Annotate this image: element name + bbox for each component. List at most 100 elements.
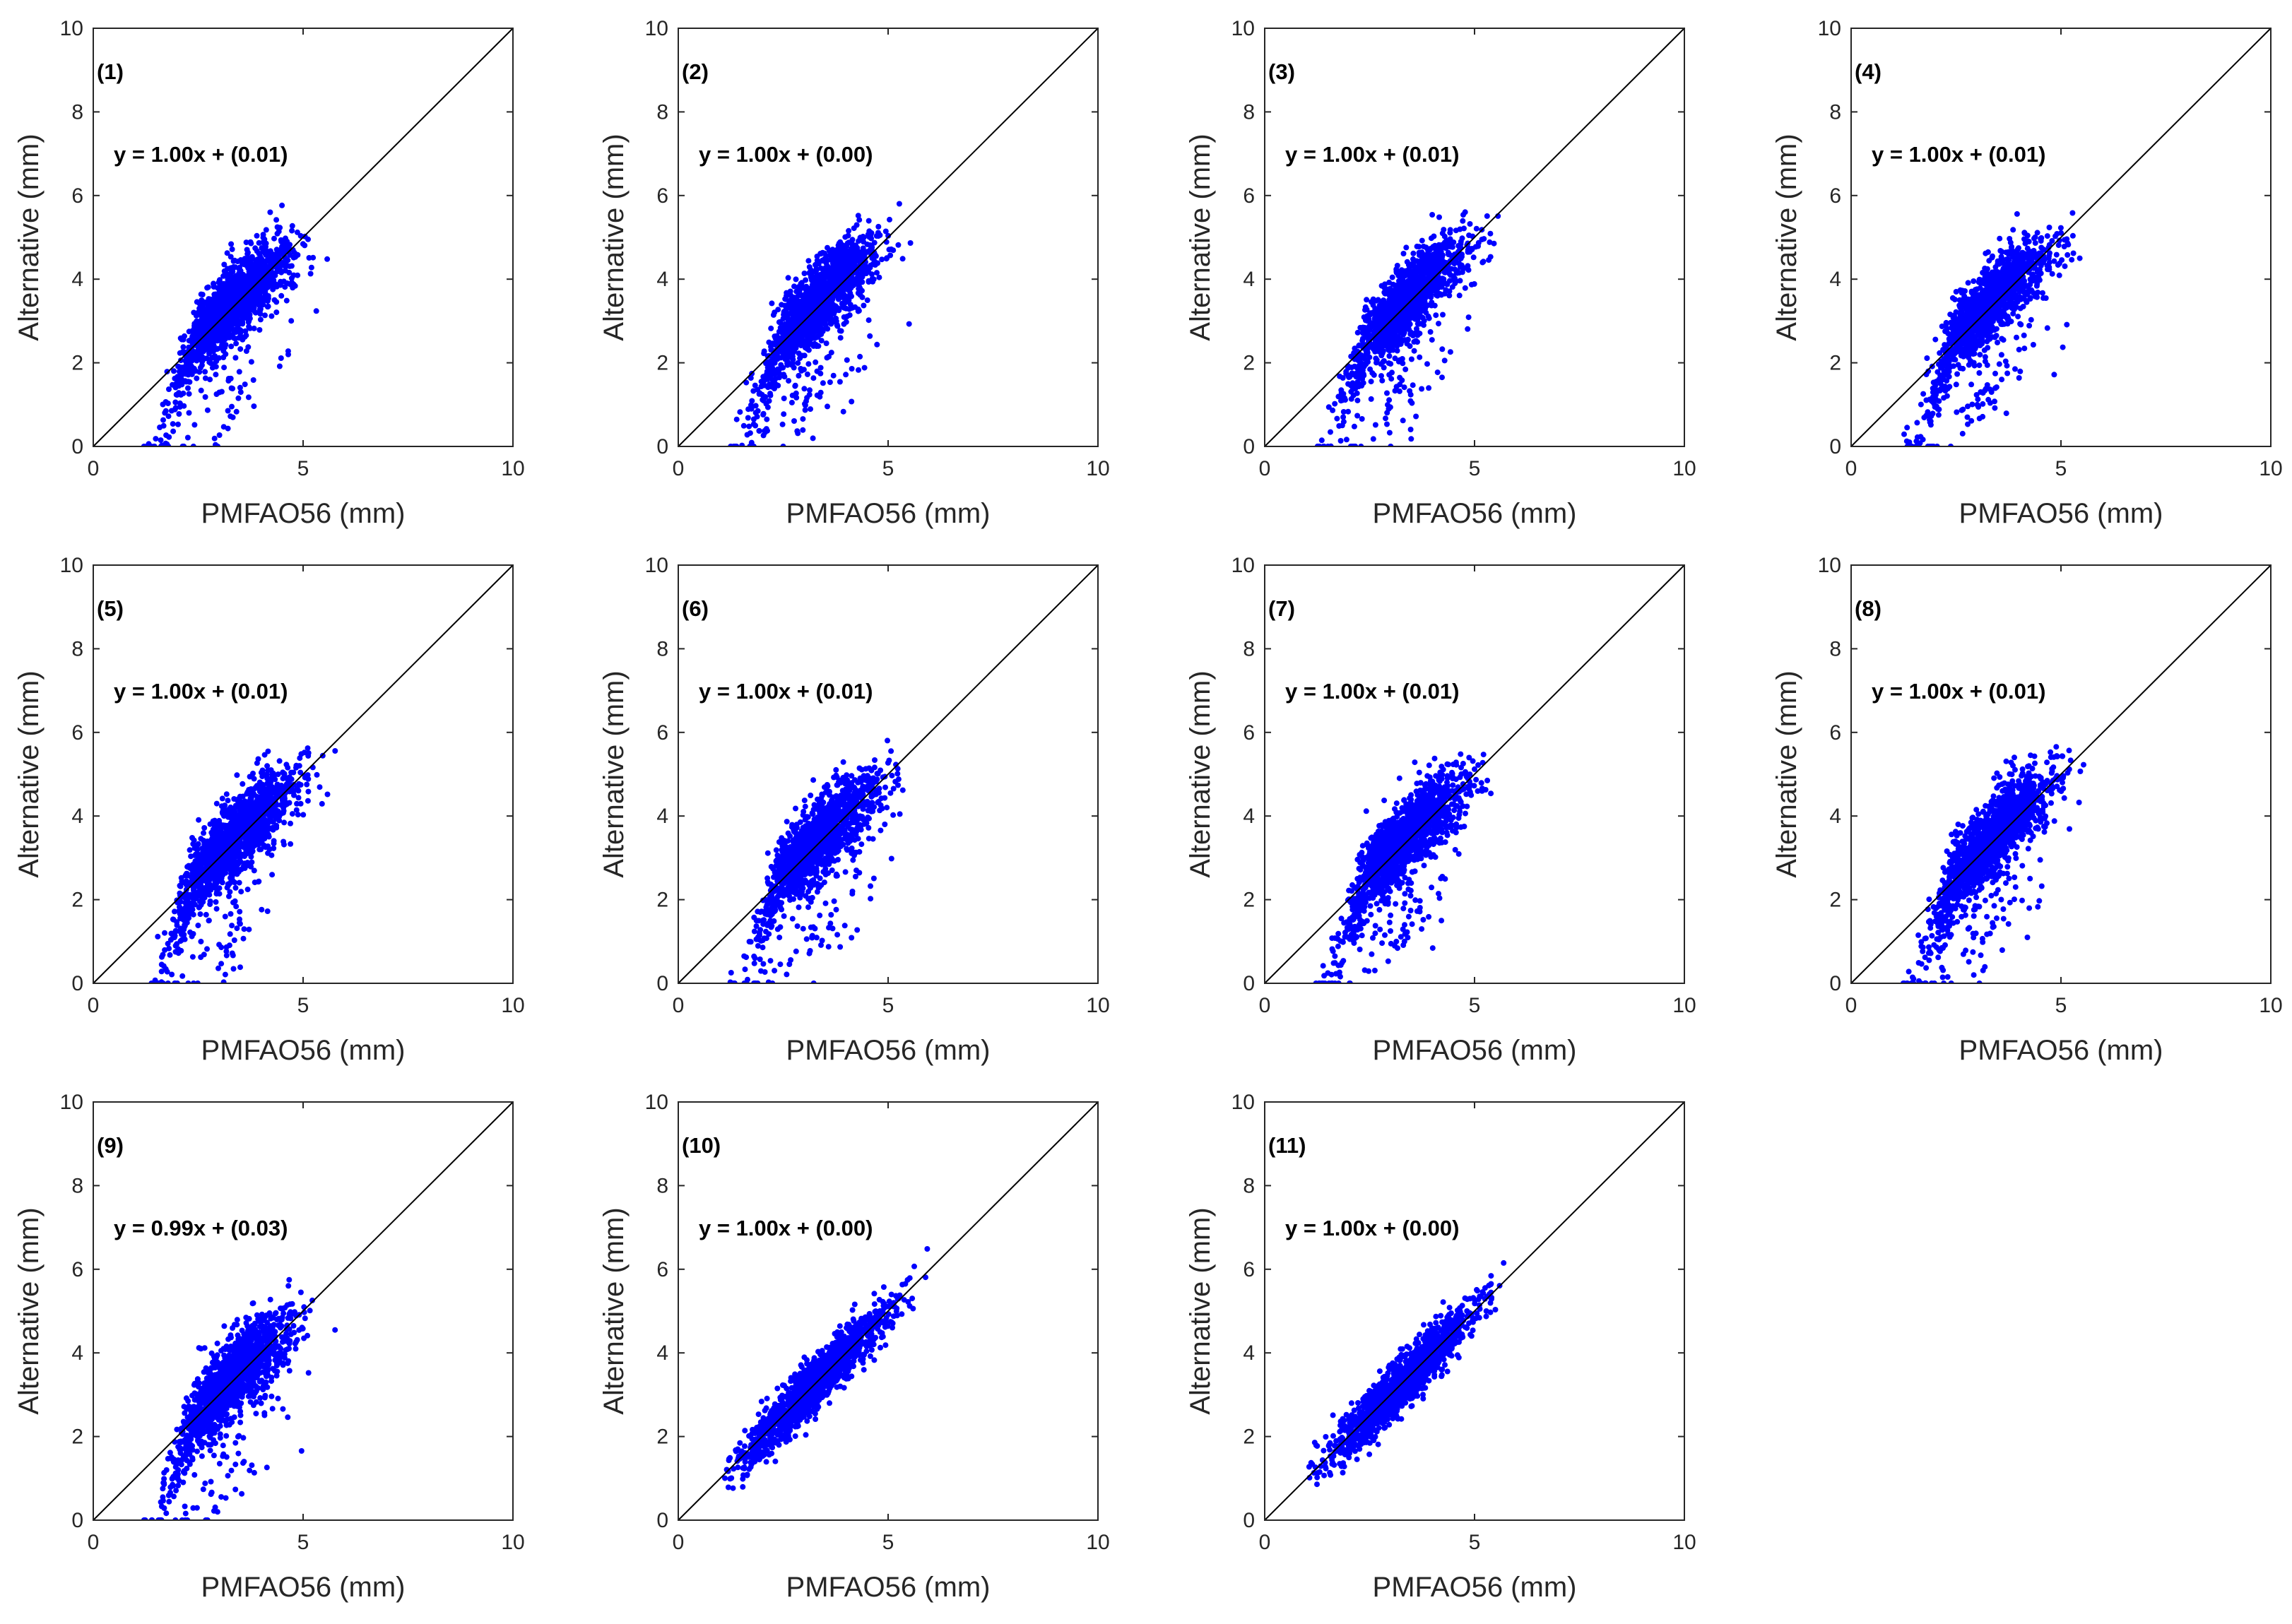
data-point (1393, 333, 1400, 339)
data-point (242, 286, 249, 292)
data-point (236, 369, 242, 375)
data-point (800, 326, 806, 333)
y-tick-label: 10 (1231, 17, 1255, 40)
data-point (175, 374, 181, 380)
data-point (744, 432, 750, 438)
data-point (1400, 251, 1407, 256)
data-point (1990, 253, 1995, 259)
data-point (810, 321, 816, 327)
data-point (1366, 332, 1372, 338)
data-point (270, 286, 276, 292)
data-point (1357, 374, 1363, 381)
data-point (801, 319, 808, 326)
data-point (834, 322, 840, 328)
data-point (264, 304, 271, 310)
data-point (1383, 331, 1389, 337)
data-point (204, 285, 211, 291)
data-point (243, 239, 249, 246)
data-point (1442, 269, 1448, 275)
data-point (815, 324, 821, 331)
data-point (279, 239, 285, 246)
data-point (788, 297, 794, 303)
data-point (1354, 329, 1361, 336)
data-point (861, 364, 868, 371)
data-point (164, 369, 170, 375)
data-point (1422, 305, 1428, 312)
data-point (264, 256, 271, 263)
data-point (197, 310, 203, 316)
data-point (182, 357, 189, 364)
data-point (218, 291, 225, 297)
data-point (849, 275, 856, 282)
data-point (170, 421, 176, 427)
data-point (278, 282, 283, 288)
y-axis-title: Alternative (mm) (598, 134, 630, 340)
data-point (205, 338, 211, 343)
data-point (783, 296, 789, 302)
data-point (831, 309, 837, 316)
data-point (1395, 318, 1401, 324)
data-point (186, 410, 192, 416)
y-tick-label: 2 (656, 352, 668, 375)
x-tick-label: 10 (1672, 457, 1696, 480)
data-point (242, 307, 248, 313)
data-point (899, 256, 906, 262)
data-point (822, 283, 829, 290)
data-point (836, 250, 842, 256)
data-point (1398, 269, 1403, 275)
data-point (178, 357, 184, 364)
data-point (805, 347, 812, 353)
data-point (761, 348, 767, 355)
data-point (810, 375, 817, 381)
data-point (1433, 312, 1439, 319)
data-point (1359, 383, 1365, 389)
data-point (817, 329, 823, 335)
data-point (1325, 404, 1332, 410)
data-point (177, 350, 183, 356)
data-point (806, 270, 813, 276)
data-point (879, 256, 885, 263)
data-point (769, 300, 775, 307)
data-point (1446, 292, 1453, 299)
data-point (864, 297, 870, 303)
data-point (310, 254, 317, 261)
data-point (1410, 333, 1416, 339)
data-point (238, 328, 244, 334)
data-point (1992, 398, 1997, 405)
y-tick-label: 2 (71, 352, 83, 375)
data-point (823, 304, 829, 310)
data-point (788, 362, 795, 368)
data-point (771, 370, 777, 377)
data-point (1401, 309, 1407, 316)
data-point (748, 375, 754, 381)
data-point (289, 227, 295, 234)
data-point (746, 423, 752, 429)
data-point (252, 274, 258, 280)
x-tick-label: 5 (297, 457, 309, 480)
data-point (851, 282, 857, 288)
data-point (1404, 293, 1410, 300)
data-point (1361, 314, 1367, 320)
data-point (825, 326, 831, 332)
data-point (861, 302, 867, 309)
data-point (883, 256, 890, 262)
data-point (1412, 316, 1419, 322)
data-point (185, 385, 191, 391)
data-point (232, 336, 238, 342)
data-point (191, 422, 198, 428)
data-point (221, 261, 228, 268)
data-point (287, 252, 293, 258)
data-point (305, 236, 311, 242)
data-point (876, 274, 882, 280)
data-point (1351, 423, 1357, 429)
data-point (181, 403, 187, 409)
data-point (796, 372, 802, 379)
data-point (208, 322, 214, 328)
data-point (859, 261, 866, 268)
data-point (295, 251, 301, 258)
data-point (180, 390, 187, 396)
data-point (1462, 285, 1468, 291)
data-point (838, 328, 844, 334)
data-point (1378, 310, 1385, 316)
